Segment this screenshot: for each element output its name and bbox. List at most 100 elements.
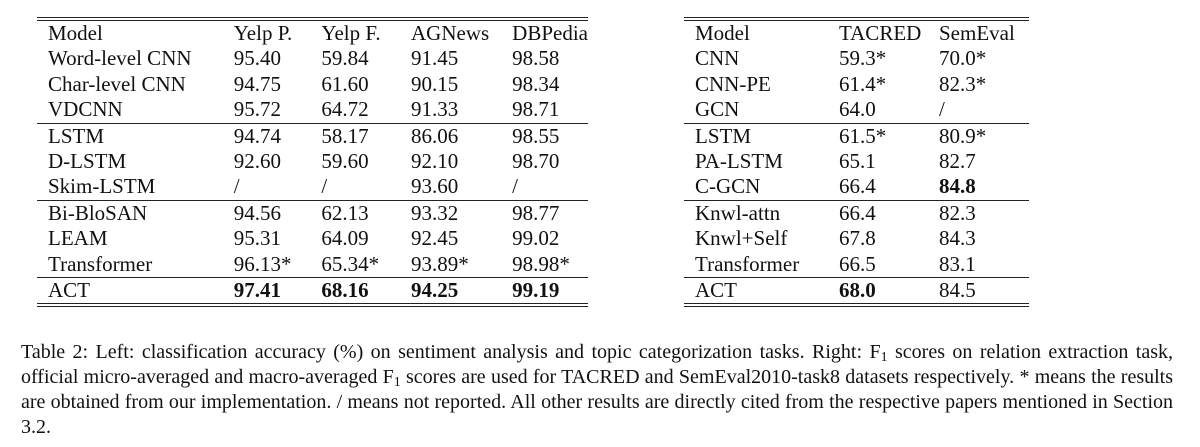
model-name-cell: Skim-LSTM <box>48 174 156 199</box>
model-name-cell: Word-level CNN <box>48 46 192 71</box>
table-row: GCN 64.0 / <box>684 97 1029 123</box>
score-cell: 62.13 <box>321 200 369 225</box>
column-header: DBPedia <box>512 21 588 45</box>
table-row: Bi-BloSAN 94.56 62.13 93.32 98.77 <box>37 200 588 226</box>
score-cell: 90.15 <box>411 71 459 96</box>
left-results-table: Model Yelp P. Yelp F. AGNews DBPedia Word-le… <box>37 17 588 307</box>
score-cell: 84.8 <box>939 174 976 199</box>
score-cell: 91.33 <box>411 97 459 122</box>
model-name-cell: LEAM <box>48 226 108 251</box>
score-cell: 84.5 <box>939 278 976 303</box>
score-cell: 70.0* <box>939 46 987 71</box>
score-cell: / <box>512 174 519 199</box>
score-cell: 95.40 <box>233 46 281 71</box>
score-cell: 99.02 <box>512 226 560 251</box>
score-cell: / <box>233 174 240 199</box>
left-table-body: Word-level CNN 95.40 59.84 91.45 98.58 Char-l… <box>37 46 588 306</box>
score-cell: 84.3 <box>939 226 976 251</box>
score-cell: 92.45 <box>411 226 459 251</box>
table-row: Char-level CNN 94.75 61.60 90.15 98.34 <box>37 72 588 97</box>
model-name-cell: CNN <box>695 46 740 71</box>
score-cell: 59.84 <box>321 46 369 71</box>
column-header: Model <box>48 21 103 45</box>
table-row: LSTM 94.74 58.17 86.06 98.55 <box>37 123 588 149</box>
score-cell: 82.3* <box>939 71 987 96</box>
left-table-header: Model Yelp P. Yelp F. AGNews DBPedia <box>37 19 588 46</box>
model-name-cell: Knwl+Self <box>695 226 788 251</box>
header-row: Model Yelp P. Yelp F. AGNews DBPedia <box>37 19 588 46</box>
score-cell: 94.74 <box>233 123 281 148</box>
score-cell: 92.10 <box>411 149 459 174</box>
column-header: SemEval <box>939 21 1015 45</box>
table-row: Transformer 96.13* 65.34* 93.89* 98.98* <box>37 252 588 278</box>
score-cell: 68.16 <box>321 278 369 303</box>
score-cell: 94.75 <box>233 71 281 96</box>
right-table-body: CNN 59.3* 70.0* CNN-PE 61.4* 82.3* GCN 64.0/LST… <box>684 46 1029 306</box>
caption-subscript-1: 1 <box>880 350 888 365</box>
score-cell: 65.34* <box>321 251 380 276</box>
model-name-cell: Transformer <box>48 251 153 276</box>
score-cell: / <box>939 97 945 122</box>
score-cell: 98.58 <box>512 46 560 71</box>
model-name-cell: Char-level CNN <box>48 71 186 96</box>
caption-subscript-2: 1 <box>393 375 401 390</box>
table-row: Knwl+Self 67.8 84.3 <box>684 226 1029 251</box>
score-cell: 59.3* <box>839 46 887 71</box>
score-cell: 80.9* <box>939 123 987 148</box>
table-row: LSTM 61.5* 80.9* <box>684 123 1029 149</box>
score-cell: 98.71 <box>512 97 560 122</box>
model-name-cell: VDCNN <box>48 97 123 122</box>
caption-text-3: scores are used for TACRED and SemEval20… <box>21 366 1174 438</box>
column-header: Yelp P. <box>233 21 293 45</box>
score-cell: 59.60 <box>321 149 369 174</box>
score-cell: 58.17 <box>321 123 369 148</box>
model-name-cell: LSTM <box>48 123 105 148</box>
caption-text-2: scores on relation extraction task, offi… <box>21 341 1173 388</box>
score-cell: 99.19 <box>512 278 560 303</box>
score-cell: 92.60 <box>233 149 281 174</box>
model-name-cell: Bi-BloSAN <box>48 200 148 225</box>
model-name-cell: GCN <box>695 97 740 122</box>
column-header: Yelp F. <box>321 21 381 45</box>
table-row: Skim-LSTM / / 93.60 / <box>37 174 588 200</box>
score-cell: 82.7 <box>939 149 976 174</box>
table-row: ACT 68.0 84.5 <box>684 277 1029 306</box>
column-header: TACRED <box>839 21 922 45</box>
score-cell: 93.89* <box>411 251 469 276</box>
column-header: Model <box>695 21 750 45</box>
score-cell: 64.09 <box>321 226 369 251</box>
score-cell: 64.0 <box>839 97 876 122</box>
table-row: Transformer 66.5 83.1 <box>684 252 1029 278</box>
score-cell: 98.55 <box>512 123 560 148</box>
table-row: PA-LSTM 65.1 82.7 <box>684 149 1029 174</box>
score-cell: 98.70 <box>512 149 560 174</box>
table-row: C-GCN 66.4 84.8 <box>684 174 1029 200</box>
score-cell: 86.06 <box>411 123 459 148</box>
score-cell: 65.1 <box>839 149 876 174</box>
score-cell: 95.72 <box>233 97 281 122</box>
score-cell: 66.5 <box>839 251 876 276</box>
table-row: CNN-PE 61.4* 82.3* <box>684 72 1029 97</box>
score-cell: 82.3 <box>939 200 976 225</box>
right-table-header: Model TACRED SemEval <box>684 19 1029 46</box>
model-name-cell: D-LSTM <box>48 149 127 174</box>
model-name-cell: CNN-PE <box>695 71 771 96</box>
score-cell: 68.0 <box>839 278 876 303</box>
score-cell: 66.4 <box>839 200 876 225</box>
score-cell: 93.60 <box>411 174 459 199</box>
score-cell: 67.8 <box>839 226 876 251</box>
header-row: Model TACRED SemEval <box>684 19 1029 46</box>
column-header: AGNews <box>411 21 490 45</box>
score-cell: 61.5* <box>839 123 887 148</box>
table-caption: Table 2: Left: classification accuracy (… <box>21 340 1173 440</box>
table-row: LEAM 95.31 64.09 92.45 99.02 <box>37 226 588 251</box>
score-cell: 91.45 <box>411 46 459 71</box>
caption-text-1: Table 2: Left: classification accuracy (… <box>21 341 881 363</box>
table-row: VDCNN 95.72 64.72 91.33 98.71 <box>37 97 588 123</box>
model-name-cell: LSTM <box>695 123 752 148</box>
score-cell: 96.13* <box>233 251 292 276</box>
score-cell: 95.31 <box>233 226 281 251</box>
score-cell: 93.32 <box>411 200 459 225</box>
table-row: Knwl-attn 66.4 82.3 <box>684 200 1029 226</box>
model-name-cell: C-GCN <box>695 174 761 199</box>
